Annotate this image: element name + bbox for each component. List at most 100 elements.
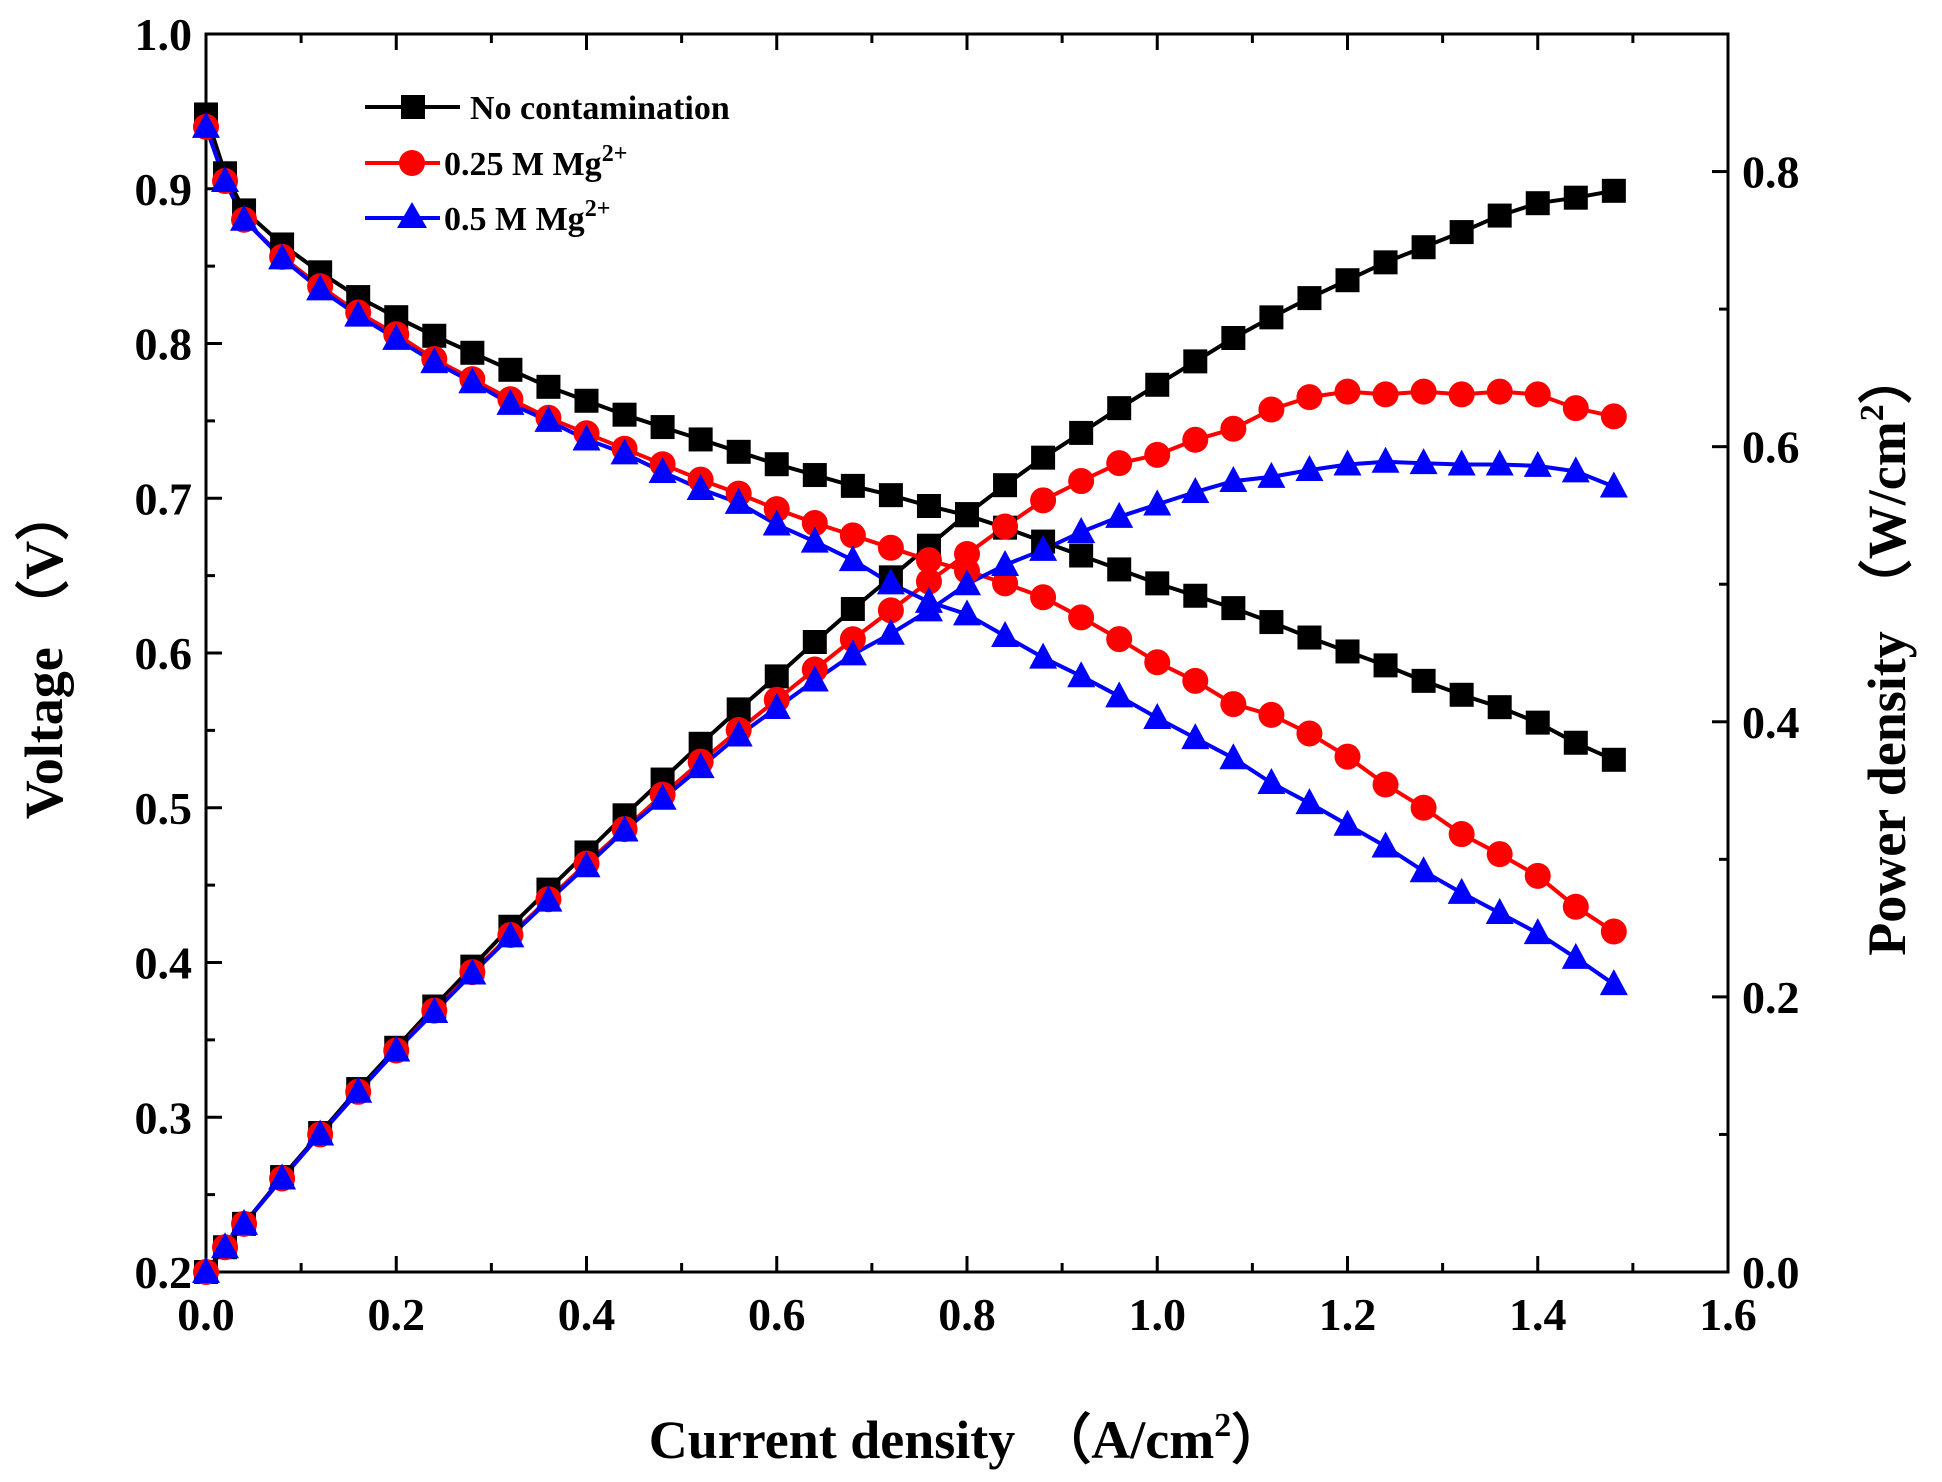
y-left-tick-label: 0.4 — [135, 938, 193, 989]
voltage-point-05-mg — [1143, 702, 1172, 729]
power-point-025-mg — [1296, 384, 1323, 411]
y-left-tick-label: 0.8 — [135, 319, 193, 370]
power-point-025-mg — [1144, 441, 1171, 468]
axis-ticks: 0.0 0.2 0.4 0.6 0.8 1.0 1.2 1.4 1.60.20.30.40.50… — [135, 9, 1800, 1340]
voltage-point-no-contamination — [1487, 695, 1512, 720]
voltage-point-025-mg — [1296, 720, 1323, 747]
power-point-05-mg — [991, 549, 1020, 576]
x-tick-label: 0.0 — [177, 1289, 235, 1340]
voltage-point-05-mg — [211, 166, 240, 193]
voltage-point-025-mg — [915, 547, 942, 574]
series-markers — [192, 102, 1628, 1285]
x-axis-title-unit-sup: 2 — [1214, 1407, 1231, 1444]
power-point-05-mg — [1447, 449, 1476, 476]
y-right-tick-label: 0.6 — [1742, 422, 1800, 473]
voltage-point-no-contamination — [726, 439, 751, 464]
power-point-05-mg — [1485, 449, 1514, 476]
voltage-point-025-mg — [839, 522, 866, 549]
power-point-no-contamination — [1031, 445, 1056, 470]
power-point-05-mg — [382, 1035, 411, 1062]
power-point-no-contamination — [1449, 220, 1474, 245]
power-point-05-mg — [1409, 448, 1438, 475]
voltage-point-05-mg — [1523, 918, 1552, 945]
y-right-axis-title-text: Power density — [1857, 631, 1917, 955]
y-left-tick-label: 0.2 — [135, 1247, 193, 1298]
power-point-no-contamination — [1145, 372, 1170, 397]
voltage-point-no-contamination — [650, 415, 675, 440]
voltage-point-025-mg — [1372, 771, 1399, 798]
voltage-point-05-mg — [572, 424, 601, 451]
power-point-no-contamination — [1259, 305, 1284, 330]
y-right-tick-label: 0.0 — [1742, 1247, 1800, 1298]
voltage-point-no-contamination — [1069, 543, 1094, 568]
legend-label-025-mg-text: 0.25 M Mg — [444, 146, 602, 183]
legend-marker-circle — [399, 150, 425, 176]
power-point-05-mg — [192, 1257, 220, 1283]
power-point-no-contamination — [1563, 185, 1588, 210]
power-point-025-mg — [1486, 378, 1513, 405]
x-tick-label: 0.2 — [368, 1289, 426, 1340]
voltage-point-05-mg — [648, 456, 677, 483]
power-point-05-mg — [1067, 516, 1096, 543]
legend-entry-05-mg: 0.5 M Mg2+ — [365, 196, 610, 238]
voltage-point-no-contamination — [1221, 596, 1246, 621]
voltage-point-no-contamination — [840, 473, 865, 498]
legend-label-025-mg: 0.25 M Mg2+ — [444, 141, 627, 183]
voltage-point-05-mg — [306, 274, 335, 301]
voltage-point-025-mg — [1562, 893, 1589, 920]
power-point-no-contamination — [1297, 286, 1322, 311]
voltage-point-no-contamination — [612, 402, 637, 427]
voltage-point-05-mg — [1371, 831, 1400, 858]
y-left-axis-title: Voltage （V） — [14, 487, 74, 820]
legend-entry-no-contamination: No contamination — [365, 90, 730, 127]
power-point-05-mg — [1105, 501, 1134, 528]
voltage-point-no-contamination — [1107, 557, 1132, 582]
power-point-05-mg — [876, 618, 905, 645]
voltage-point-05-mg — [686, 473, 715, 500]
y-right-tick-label: 0.8 — [1742, 147, 1800, 198]
power-point-05-mg — [1333, 449, 1362, 476]
voltage-point-025-mg — [1258, 701, 1285, 728]
power-point-025-mg — [992, 513, 1019, 540]
voltage-point-no-contamination — [1373, 653, 1398, 678]
power-point-025-mg — [1562, 395, 1589, 422]
y-left-tick-label: 0.7 — [135, 473, 193, 524]
y-right-axis-title: Power density （W/cm2） — [1854, 350, 1917, 955]
voltage-point-025-mg — [1410, 794, 1437, 821]
voltage-point-05-mg — [1219, 743, 1248, 770]
power-point-no-contamination — [1183, 349, 1208, 374]
voltage-point-025-mg — [1030, 584, 1057, 611]
power-point-no-contamination — [1487, 203, 1512, 228]
x-axis-title-unit-close: ） — [1231, 1410, 1285, 1470]
power-point-05-mg — [1029, 534, 1058, 561]
power-point-025-mg — [954, 540, 980, 567]
power-point-no-contamination — [1411, 235, 1436, 260]
power-point-025-mg — [1068, 468, 1095, 495]
power-point-05-mg — [724, 720, 753, 747]
power-point-05-mg — [211, 1232, 240, 1259]
power-point-no-contamination — [993, 473, 1018, 498]
power-point-05-mg — [496, 921, 525, 948]
voltage-point-no-contamination — [1601, 747, 1626, 772]
legend-label-025-mg-sup: 2+ — [602, 141, 628, 167]
y-left-tick-label: 0.3 — [135, 1092, 193, 1143]
power-point-no-contamination — [802, 629, 827, 654]
x-tick-label: 1.4 — [1509, 1289, 1567, 1340]
x-axis-title: Current density （A/cm2） — [649, 1407, 1285, 1470]
voltage-point-no-contamination — [574, 388, 599, 413]
voltage-point-025-mg — [763, 496, 790, 523]
voltage-point-no-contamination — [1297, 625, 1322, 650]
series-lines — [204, 113, 1615, 1274]
power-point-05-mg — [762, 693, 791, 720]
power-point-05-mg — [1561, 456, 1590, 483]
legend-entry-025-mg: 0.25 M Mg2+ — [365, 141, 627, 183]
power-point-05-mg — [306, 1119, 335, 1146]
voltage-point-05-mg — [1333, 809, 1362, 836]
x-axis-title-text: Current density — [649, 1410, 1016, 1470]
voltage-point-05-mg — [1181, 723, 1210, 750]
power-point-025-mg — [1372, 381, 1399, 408]
voltage-point-no-contamination — [802, 463, 827, 488]
power-point-05-mg — [344, 1076, 373, 1103]
